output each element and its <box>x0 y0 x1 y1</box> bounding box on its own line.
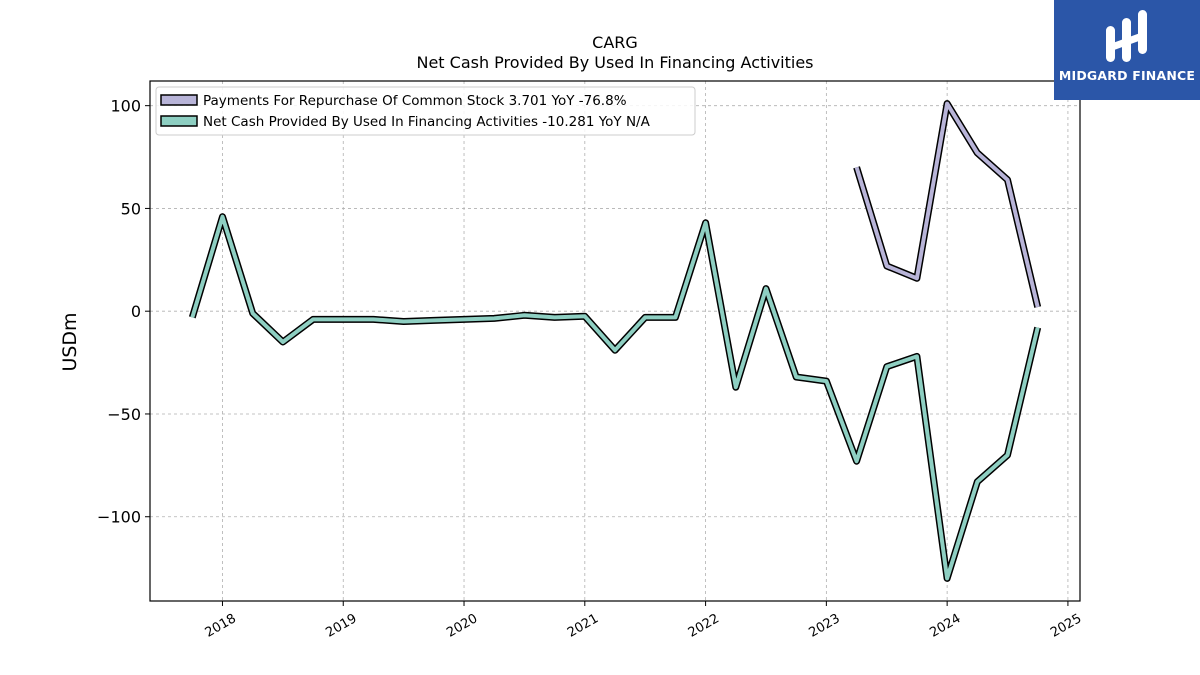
midgard-finance-logo: MIDGARD FINANCE <box>1054 0 1200 100</box>
chart-title: CARG <box>592 33 638 52</box>
x-tick-label: 2022 <box>686 611 722 641</box>
x-tick-label: 2023 <box>807 611 843 641</box>
series-line <box>190 214 1040 581</box>
x-tick-label: 2025 <box>1048 611 1084 641</box>
legend-entry: Net Cash Provided By Used In Financing A… <box>203 114 651 130</box>
legend-entry: Payments For Repurchase Of Common Stock … <box>203 93 627 109</box>
logo-mark-icon <box>1106 10 1147 62</box>
plot-frame <box>149 80 1081 602</box>
y-tick-label: 0 <box>131 302 141 321</box>
logo-text: MIDGARD FINANCE <box>1058 68 1196 83</box>
series-layer <box>188 100 1042 582</box>
grid <box>150 81 1080 601</box>
legend-swatch <box>160 115 198 127</box>
series-0 <box>853 100 1042 308</box>
y-axis-label: USDm <box>59 312 81 371</box>
y-tick-label: 100 <box>110 97 141 116</box>
y-tick-label: 50 <box>121 199 141 218</box>
y-tick-label: −50 <box>107 405 141 424</box>
legend-box <box>155 86 696 136</box>
y-tick-label: −100 <box>97 508 141 527</box>
series-1 <box>188 213 1042 582</box>
x-tick-label: 2019 <box>323 611 359 641</box>
chart-subtitle: Net Cash Provided By Used In Financing A… <box>416 53 813 72</box>
x-tick-label: 2020 <box>444 611 480 641</box>
series-line-outline <box>853 100 1042 308</box>
x-tick-label: 2024 <box>927 611 963 641</box>
x-tick-label: 2021 <box>565 611 601 641</box>
legend: Payments For Repurchase Of Common Stock … <box>155 86 696 136</box>
x-tick-label: 2018 <box>203 611 239 641</box>
series-line <box>854 101 1040 308</box>
series-line-outline <box>188 213 1042 582</box>
legend-swatch <box>160 94 198 106</box>
